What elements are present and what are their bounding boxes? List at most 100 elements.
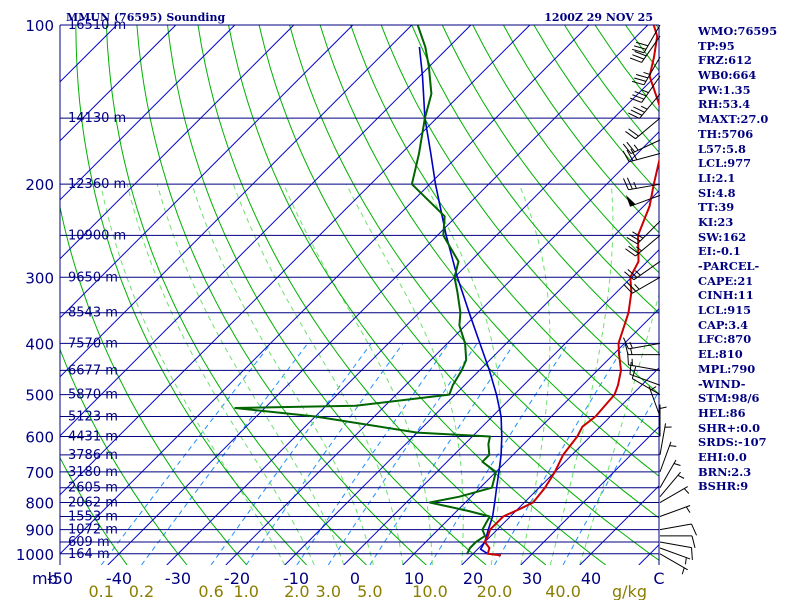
height-label: 164 m [68,547,110,562]
dry-adiabat-line [472,25,659,274]
stat-item: LCL:977 [698,156,752,171]
dry-adiabat-line [167,25,487,565]
height-label: 4431 m [68,429,118,444]
wind-barb [623,276,661,294]
pressure-label: 300 [25,269,54,287]
isotherm-line [520,426,659,565]
wind-barb-feather [629,57,642,63]
stat-item: SHR+:0.0 [698,420,761,435]
isotherm-line [60,25,590,555]
height-label: 3180 m [68,465,118,480]
dry-adiabat-line [60,456,128,565]
wind-barb-half-feather [673,463,681,466]
stat-item: BRN:2.3 [698,464,752,479]
height-label: 6677 m [68,363,118,378]
stat-item: SW:162 [698,229,747,244]
wind-barb-feather [629,234,641,242]
wind-barb-staff [633,261,661,281]
wind-barb-feather [622,150,630,163]
mixing-ratio-tick-label: 0.1 [89,582,114,600]
mixing-ratio-line [141,343,309,565]
height-label: 609 m [68,535,110,550]
wind-barb [659,505,691,517]
isotherm-line [60,25,413,378]
height-label: 5123 m [68,410,118,425]
wind-barb-feather [629,361,632,375]
mixing-ratio-line [100,343,272,565]
mixing-ratio-tick-label: 40.0 [545,582,581,600]
height-label: 10900 m [68,228,126,243]
wind-barb-staff [643,24,661,53]
wind-barbs [622,24,698,575]
mixing-ratio-unit-label: g/kg [612,582,647,600]
mixing-ratio-line [562,390,659,565]
dry-adiabat-line [319,25,659,477]
plot-frame [59,25,660,565]
stat-item: LI:2.1 [698,170,736,185]
isobars [60,24,659,555]
wind-barb-half-feather [683,488,690,494]
height-label: 1072 m [68,523,118,538]
wind-barb-staff [639,93,661,119]
wind-barb-half-feather [681,567,685,575]
height-label: 1553 m [68,509,118,524]
wind-barb-feather [626,237,638,245]
wind-barb-staff [628,153,661,163]
stat-item: RH:53.4 [698,97,751,112]
isotherm-line [402,308,659,565]
dry-adiabat-line [60,204,248,565]
stat-item: HEL:86 [698,405,746,420]
stat-item: EL:810 [698,347,743,362]
temperature-tick-label: 30 [522,569,542,588]
wind-barb [631,56,661,86]
height-label: 7570 m [68,336,118,351]
wind-barb-staff [635,117,661,140]
wind-barb-half-feather [685,506,691,513]
height-label: 12360 m [68,177,126,192]
temperature-tick-label: -10 [283,569,309,588]
wind-barb-pennant [625,195,636,207]
wind-barb-half-feather [669,445,677,447]
wind-barb-half-feather [633,181,637,189]
isotherm-line [166,72,659,565]
wind-barb-feather [691,523,698,536]
stats-panel: WMO:76595 TP:95 FRZ:612 WB0:664 PW:1.35 RH:53… [698,24,798,494]
isotherms [60,25,659,565]
pressure-label: 100 [25,17,54,35]
stat-item: EI:-0.1 [698,244,741,259]
wind-barb [625,235,661,257]
wind-barb [659,471,685,498]
moist-adiabat-line [126,184,315,565]
wind-barb-half-feather [630,347,633,355]
pressure-unit-label: mb [32,569,58,588]
wind-barb-staff [659,459,677,488]
wind-barb-feather [635,73,649,79]
wind-barb [629,361,661,386]
height-label: 3786 m [68,448,118,463]
wind-barb-half-feather [633,144,639,151]
stat-item: EHI:0.0 [698,449,747,464]
wind-barb [625,194,661,207]
wind-barb-feather [629,97,642,103]
mixing-ratio-tick-label: 3.0 [316,582,341,600]
sounding-time: 1200Z 29 NOV 25 [544,11,653,24]
temperature-tick-label: -40 [106,569,132,588]
temperature-tick-label: 40 [581,569,601,588]
parcel-trace [418,46,503,555]
wind-barb-staff [632,276,661,294]
wind-barb-half-feather [677,474,685,479]
wind-barb [625,117,661,140]
mixing-ratio-tick-label: 5.0 [357,582,382,600]
pressure-label: 800 [25,495,54,513]
wind-barb-feather [624,342,629,355]
wind-barb-staff [659,471,681,498]
dry-adiabat-line [411,25,659,354]
height-label: 8543 m [68,306,118,321]
moist-adiabat-line [283,184,433,565]
wind-barb [659,541,693,560]
height-label: 14130 m [68,111,126,126]
temperature-tick-label: -20 [224,569,250,588]
wind-barb [659,459,681,488]
wind-barb-feather [630,109,643,116]
